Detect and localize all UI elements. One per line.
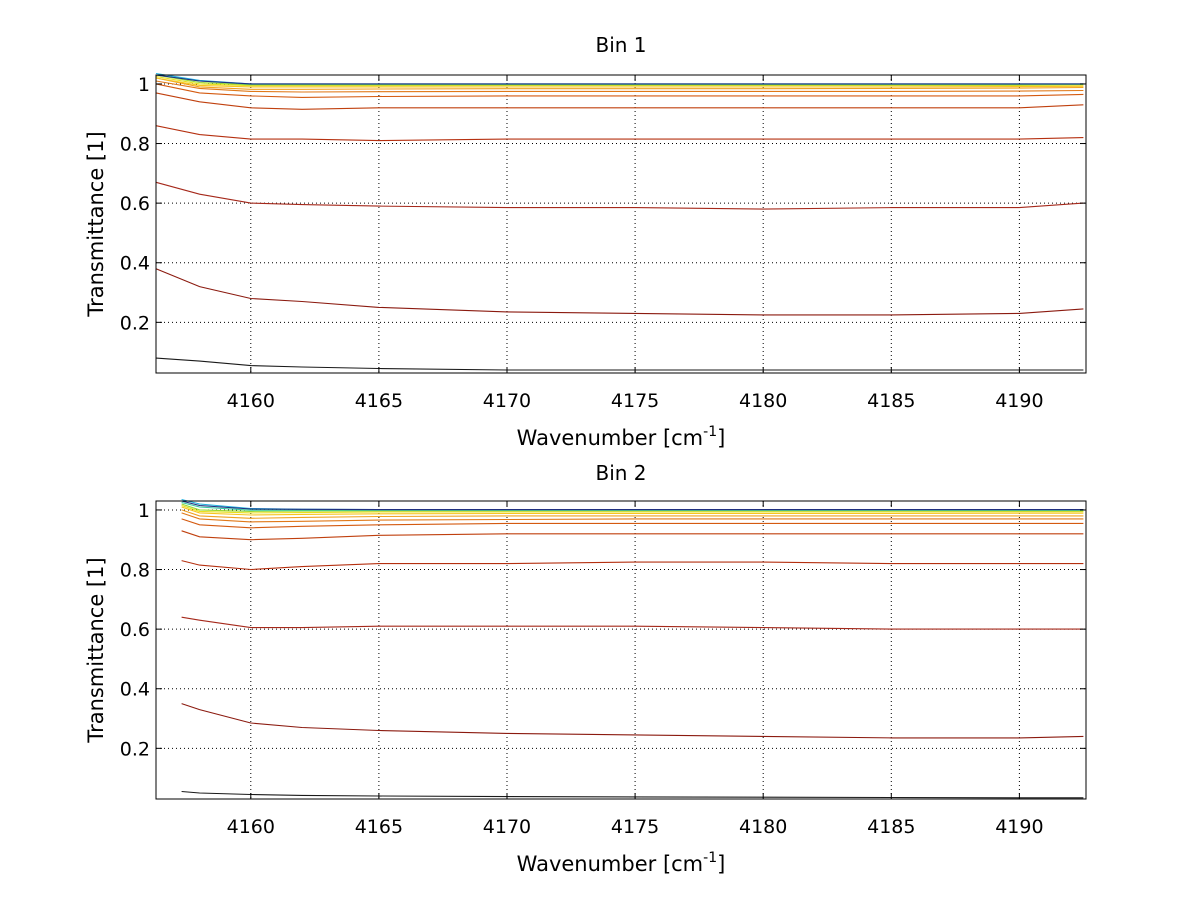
series-line-12 bbox=[155, 74, 1084, 85]
y-tick-label: 0.6 bbox=[120, 619, 150, 641]
series-line-10 bbox=[155, 75, 1084, 87]
y-tick-label: 0.8 bbox=[120, 134, 150, 156]
series-line-8 bbox=[155, 77, 1084, 90]
series-line-1 bbox=[181, 790, 1084, 799]
series-line-9 bbox=[181, 506, 1084, 516]
series-line-3 bbox=[155, 181, 1084, 210]
series-line-1 bbox=[155, 357, 1084, 371]
chart-title-bin-1: Bin 1 bbox=[595, 33, 646, 57]
x-tick-label: 4185 bbox=[867, 390, 915, 412]
series-line-6 bbox=[155, 83, 1084, 98]
series-line-14 bbox=[155, 74, 1084, 85]
x-tick-label: 4175 bbox=[611, 390, 659, 412]
x-tick-label: 4175 bbox=[611, 816, 659, 838]
x-tick-label: 4190 bbox=[995, 816, 1043, 838]
y-tick-label: 0.6 bbox=[120, 193, 150, 215]
series-line-3 bbox=[181, 616, 1084, 630]
chart-title-bin-2: Bin 2 bbox=[595, 461, 646, 485]
x-axis-label-end: ] bbox=[717, 426, 725, 450]
series-line-2 bbox=[181, 703, 1084, 739]
y-tick-label: 1 bbox=[138, 74, 150, 96]
series-line-10 bbox=[181, 504, 1084, 514]
series-line-11 bbox=[181, 503, 1084, 512]
x-axis-label-end: ] bbox=[717, 852, 725, 876]
series-line-4 bbox=[181, 560, 1084, 571]
x-axis-label-main: Wavenumber [cm bbox=[517, 852, 703, 876]
x-tick-label: 4165 bbox=[355, 390, 403, 412]
series-line-14 bbox=[181, 500, 1084, 511]
x-axis-label-bin-1: Wavenumber [cm-1] bbox=[517, 424, 726, 450]
x-ticks-bin-1: 4160 4165 4170 4175 4180 4185 4190 bbox=[227, 75, 1044, 412]
x-tick-label: 4180 bbox=[739, 390, 787, 412]
y-tick-label: 1 bbox=[138, 500, 150, 522]
x-tick-label: 4170 bbox=[483, 816, 531, 838]
chart-panel-bin-2: Bin 2 4160 4165 4170 4175 4180 4185 4190 0.20.… bbox=[84, 461, 1087, 876]
chart-panel-bin-1: Bin 1 4160 4165 4170 4175 4180 4185 4190 0.20.… bbox=[84, 33, 1087, 450]
axes-frame-bin-1 bbox=[155, 74, 1087, 374]
y-axis-label-bin-1: Transmittance [1] bbox=[84, 131, 108, 317]
series-group-bin-2 bbox=[181, 498, 1084, 799]
y-ticks-bin-1: 0.2 0.4 0.6 0.8 1 bbox=[120, 74, 1086, 334]
y-tick-label: 0.4 bbox=[120, 253, 150, 275]
series-line-9 bbox=[155, 77, 1084, 88]
series-line-8 bbox=[181, 509, 1084, 519]
series-line-5 bbox=[155, 92, 1084, 110]
x-tick-label: 4160 bbox=[227, 816, 275, 838]
x-tick-label: 4190 bbox=[995, 390, 1043, 412]
x-axis-label-superscript: -1 bbox=[703, 424, 717, 440]
x-tick-label: 4165 bbox=[355, 816, 403, 838]
y-tick-label: 0.2 bbox=[120, 738, 150, 760]
series-line-11 bbox=[155, 74, 1084, 86]
series-line-7 bbox=[155, 80, 1084, 93]
y-ticks-bin-2: 0.2 0.4 0.6 0.8 1 bbox=[120, 500, 1086, 760]
series-line-6 bbox=[181, 518, 1084, 529]
y-tick-label: 0.4 bbox=[120, 679, 150, 701]
y-axis-label-bin-2: Transmittance [1] bbox=[84, 557, 108, 743]
x-axis-label-bin-2: Wavenumber [cm-1] bbox=[517, 850, 726, 876]
y-tick-label: 0.2 bbox=[120, 312, 150, 334]
x-axis-label-superscript: -1 bbox=[703, 850, 717, 866]
x-tick-label: 4170 bbox=[483, 390, 531, 412]
x-axis-label-main: Wavenumber [cm bbox=[517, 426, 703, 450]
x-tick-label: 4185 bbox=[867, 816, 915, 838]
x-tick-label: 4160 bbox=[227, 390, 275, 412]
series-group-bin-1 bbox=[155, 72, 1084, 371]
gridlines-bin-1 bbox=[156, 75, 1086, 373]
gridlines-bin-2 bbox=[156, 501, 1086, 799]
axes-frame-bin-2 bbox=[155, 500, 1087, 800]
series-line-4 bbox=[155, 125, 1084, 142]
series-line-12 bbox=[181, 501, 1084, 511]
series-line-2 bbox=[155, 268, 1084, 316]
x-tick-label: 4180 bbox=[739, 816, 787, 838]
series-line-5 bbox=[181, 530, 1084, 541]
series-line-7 bbox=[181, 512, 1084, 523]
y-tick-label: 0.8 bbox=[120, 560, 150, 582]
x-ticks-bin-2: 4160 4165 4170 4175 4180 4185 4190 bbox=[227, 501, 1044, 838]
